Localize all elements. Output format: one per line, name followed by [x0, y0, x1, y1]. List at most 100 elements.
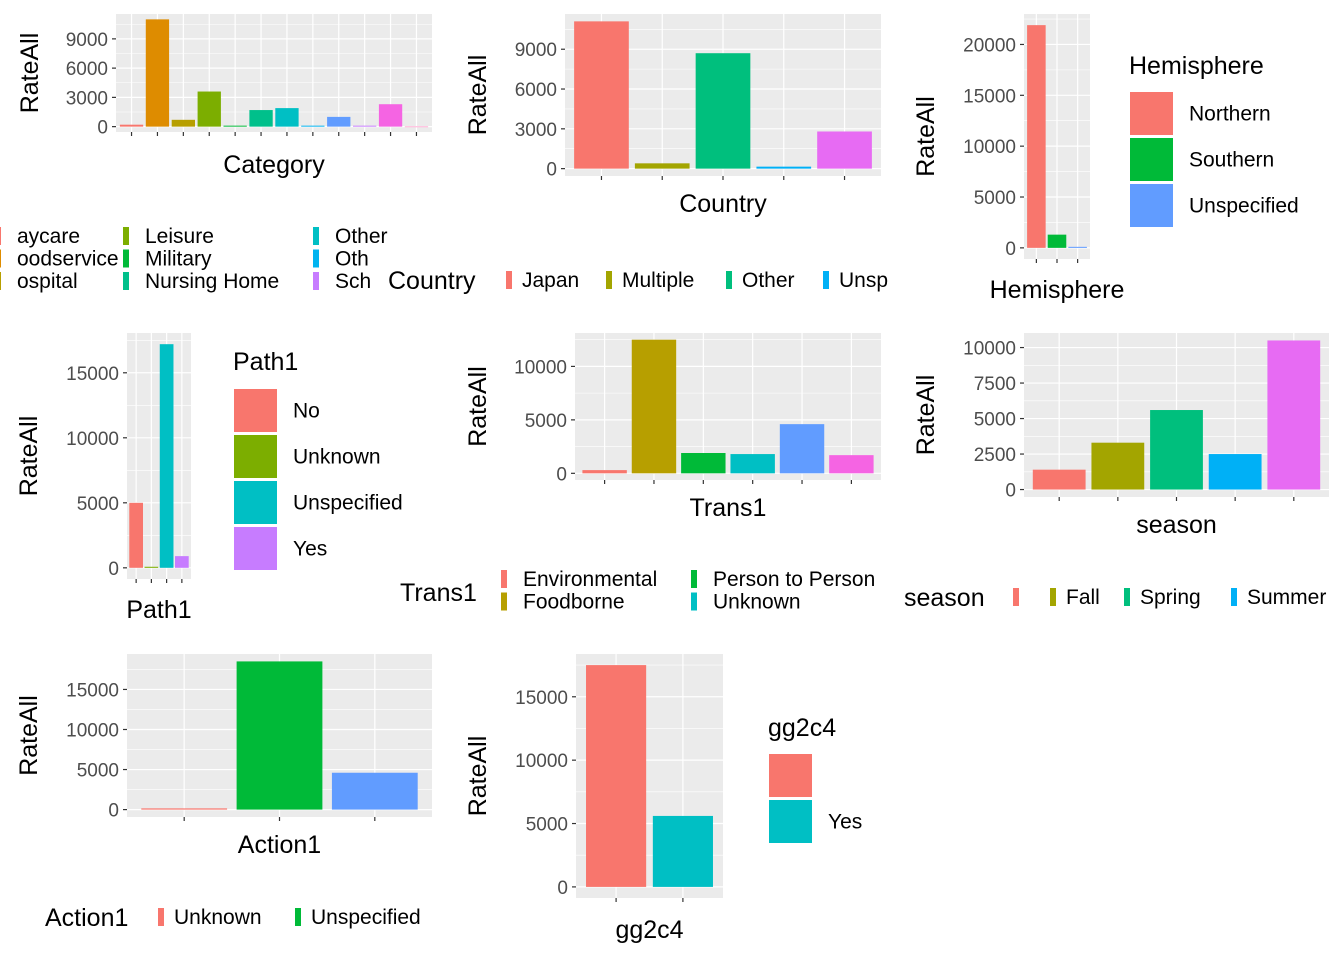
- bar-1: [586, 665, 647, 887]
- legend-label: Summer: [1247, 586, 1326, 609]
- legend-key: [1130, 184, 1173, 227]
- bar-4: [197, 91, 221, 127]
- legend-key: [0, 249, 1, 268]
- legend-key: [123, 249, 129, 268]
- legend-key: [606, 271, 612, 289]
- legend-key: [1130, 92, 1173, 135]
- y-tick-label: 5000: [526, 815, 568, 836]
- y-axis-label: RateAll: [912, 375, 940, 456]
- chart-panel-7: 0 5000 10000 15000 Action1 RateAll Action1 Unkn…: [15, 654, 432, 932]
- y-tick-label: 10000: [514, 357, 567, 378]
- y-tick-label: 9000: [515, 40, 557, 61]
- bar-2: [236, 661, 323, 810]
- bar-2: [144, 566, 159, 568]
- bar-3: [1150, 410, 1203, 490]
- y-tick-label: 0: [546, 160, 557, 181]
- legend: gg2c4 Yes: [768, 714, 862, 843]
- legend-label: Unspecified: [311, 906, 421, 929]
- y-tick-label: 15000: [66, 364, 119, 385]
- y-tick-label: 0: [1005, 239, 1016, 260]
- legend-key: [295, 908, 301, 926]
- bar-4: [175, 556, 189, 568]
- y-tick-label: 5000: [77, 494, 119, 515]
- chart-panel-2: 0 3000 6000 9000 Country RateAll Country Japan M…: [388, 14, 888, 295]
- bar-6: [249, 110, 273, 127]
- x-axis-label: Hemisphere: [990, 276, 1125, 304]
- legend-key: [313, 249, 319, 268]
- bar-5: [1267, 340, 1321, 490]
- bar-2: [634, 163, 690, 169]
- legend-label: Unknown: [174, 906, 262, 929]
- x-axis-label: gg2c4: [615, 916, 683, 944]
- legend-label: Nursing Home: [145, 270, 279, 293]
- bar-2: [145, 19, 170, 127]
- bar-2: [1091, 442, 1145, 490]
- legend-key: [1124, 588, 1130, 606]
- bar-3: [1068, 246, 1087, 248]
- y-tick-label: 5000: [525, 411, 567, 432]
- y-tick-label: 5000: [974, 410, 1016, 431]
- bar-4: [730, 454, 775, 474]
- legend-label: Northern: [1189, 103, 1271, 126]
- legend: Hemisphere Northern Southern Unspecified: [1129, 52, 1299, 227]
- legend-title: Trans1: [400, 579, 477, 607]
- legend: Path1 No Unknown Unspecified Yes: [233, 348, 403, 570]
- legend-label: Unsp: [839, 269, 888, 292]
- y-tick-label: 0: [556, 464, 567, 485]
- bar-5: [779, 424, 825, 474]
- legend-key: [1231, 588, 1237, 606]
- bar-4: [756, 166, 812, 169]
- y-tick-label: 9000: [66, 30, 108, 51]
- legend-label: Person to Person: [713, 568, 875, 591]
- x-axis-label: Country: [679, 190, 767, 218]
- bar-3: [681, 453, 726, 474]
- y-tick-label: 0: [108, 559, 119, 580]
- y-tick-label: 3000: [515, 120, 557, 141]
- legend-key: [769, 754, 812, 797]
- legend-label: Unspecified: [1189, 195, 1299, 218]
- legend-label: Spring: [1140, 586, 1201, 609]
- legend-key: [158, 908, 164, 926]
- y-tick-label: 5000: [974, 188, 1016, 209]
- legend-label: Other: [742, 269, 795, 292]
- legend-key: [501, 592, 507, 611]
- chart-panel-1: 0 3000 6000 9000 Category RateAll aycareoodser…: [0, 14, 432, 293]
- legend-key: [1130, 138, 1173, 181]
- legend: Country Japan Multiple Other Unsp: [388, 267, 888, 295]
- chart-panel-8: 0 5000 10000 15000 gg2c4 RateAll gg2c4 Yes: [464, 654, 862, 944]
- legend-label: Fall: [1066, 586, 1100, 609]
- bar-8: [301, 125, 325, 127]
- x-axis-label: Action1: [238, 831, 321, 859]
- legend-key: [823, 271, 829, 289]
- legend-key: [501, 570, 507, 588]
- y-axis-label: RateAll: [912, 96, 940, 177]
- bar-1: [1027, 25, 1046, 248]
- y-tick-label: 6000: [66, 59, 108, 80]
- y-tick-label: 15000: [66, 680, 119, 701]
- legend-key: [506, 271, 512, 289]
- bar-3: [695, 53, 751, 169]
- y-tick-label: 6000: [515, 80, 557, 101]
- bar-10: [353, 125, 377, 127]
- y-tick-label: 0: [557, 878, 568, 899]
- legend-key: [1050, 588, 1056, 606]
- y-tick-label: 10000: [66, 429, 119, 450]
- bar-2: [1047, 234, 1067, 248]
- x-axis-label: Trans1: [690, 494, 767, 522]
- legend-key: [726, 271, 732, 289]
- chart-panel-5: 0 5000 10000 Trans1 RateAll Trans1 Environment…: [400, 333, 881, 614]
- y-tick-label: 0: [108, 801, 119, 822]
- y-tick-label: 20000: [963, 35, 1016, 56]
- legend-label: Environmental: [523, 568, 657, 591]
- y-tick-label: 0: [1005, 481, 1016, 502]
- y-axis-label: RateAll: [464, 736, 492, 817]
- y-tick-label: 2500: [974, 445, 1016, 466]
- bar-9: [327, 116, 351, 127]
- legend-title: Hemisphere: [1129, 52, 1264, 80]
- legend-key: [234, 435, 277, 478]
- legend-label: aycare: [17, 225, 80, 248]
- x-axis-label: Path1: [126, 596, 191, 624]
